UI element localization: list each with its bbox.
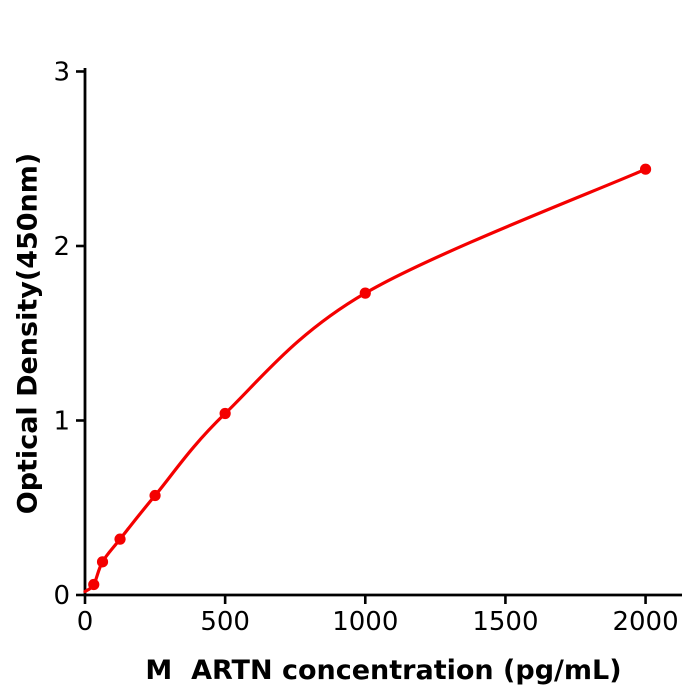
data-point-dot bbox=[114, 533, 126, 545]
x-tick-label: 1000 bbox=[332, 607, 398, 637]
standard-curve-line bbox=[83, 167, 648, 594]
data-point-dot bbox=[96, 556, 109, 568]
x-axis-title: M ARTN concentration (pg/mL) bbox=[145, 655, 622, 686]
y-tick-label: 2 bbox=[53, 232, 70, 262]
y-axis-title: Optical Density(450nm) bbox=[12, 152, 44, 515]
x-tick-label: 0 bbox=[77, 607, 94, 637]
data-point-dot bbox=[359, 287, 371, 299]
data-point-dot bbox=[149, 489, 161, 502]
data-point-dot bbox=[88, 578, 100, 591]
x-tick-label: 500 bbox=[200, 607, 250, 637]
y-tick-label: 3 bbox=[53, 57, 70, 87]
y-tick-label: 0 bbox=[53, 581, 70, 611]
y-tick-label: 1 bbox=[53, 406, 70, 436]
x-tick-label: 1500 bbox=[472, 607, 538, 637]
data-point-dot bbox=[219, 407, 231, 420]
x-tick-label: 2000 bbox=[612, 607, 678, 637]
data-point-dot bbox=[639, 163, 652, 175]
